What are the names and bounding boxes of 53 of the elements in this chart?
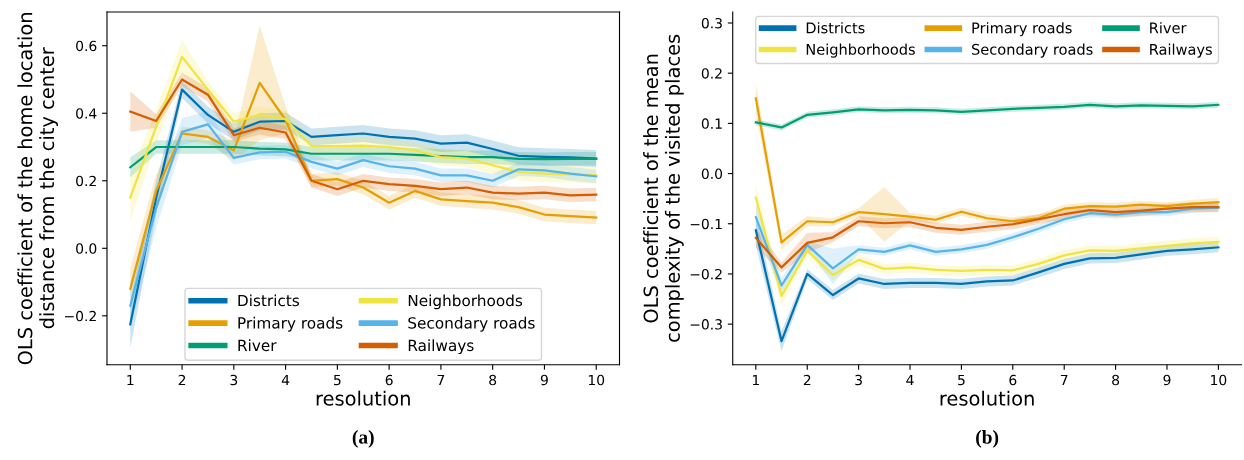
x-tick-label: 6 <box>1009 374 1017 386</box>
x-tick-label: 5 <box>334 374 341 386</box>
y-axis-title: OLS coefficient of the mean complexity of the visited places <box>643 34 684 342</box>
x-axis-title: resolution <box>940 390 1034 406</box>
legend-label: Neighborhoods <box>408 294 523 310</box>
x-tick-label: 9 <box>540 374 548 386</box>
x-tick-label: 9 <box>1163 374 1171 386</box>
legend-label: Secondary roads <box>408 316 535 332</box>
y-tick-label: −0.2 <box>65 310 96 322</box>
y-axis-title: OLS coefficient of the home location distance from the city center <box>17 13 58 365</box>
x-tick-label: 8 <box>1112 374 1120 386</box>
y-tick-label: −0.2 <box>690 268 722 280</box>
y-tick-label: 0.0 <box>701 168 723 180</box>
legend-label: Primary roads <box>238 316 343 332</box>
legend-label: Secondary roads <box>972 43 1093 58</box>
x-tick-label: 10 <box>588 374 605 386</box>
legend-label: Railways <box>408 339 474 355</box>
x-tick-label: 8 <box>489 374 497 386</box>
x-tick-label: 10 <box>1211 374 1227 386</box>
legend-label: Railways <box>1150 43 1212 58</box>
y-tick-label: −0.3 <box>690 319 722 330</box>
legend-label: River <box>238 339 277 352</box>
y-tick-label: 0.3 <box>701 17 722 29</box>
y-tick-label: 0.6 <box>76 40 97 52</box>
x-tick-label: 1 <box>127 374 134 386</box>
text: (a) <box>352 430 374 448</box>
line-series <box>754 229 1220 343</box>
y-tick-label: 0.4 <box>76 108 97 119</box>
legend-label: Neighborhoods <box>806 43 915 58</box>
x-tick-label: 2 <box>178 374 186 386</box>
x-tick-label: 3 <box>855 374 862 386</box>
legend-label: Districts <box>806 22 865 34</box>
legend-label: Districts <box>238 294 300 307</box>
y-tick-label: 0.2 <box>701 68 722 79</box>
legend-label: River <box>1150 22 1187 34</box>
x-tick-label: 6 <box>385 374 393 386</box>
text: (b) <box>976 430 999 448</box>
x-tick-label: 2 <box>803 374 811 386</box>
y-tick-label: 0.0 <box>76 243 97 254</box>
x-axis-title: resolution <box>316 390 410 406</box>
x-tick-label: 5 <box>958 374 965 386</box>
y-tick-label: 0.2 <box>76 175 96 187</box>
x-tick-label: 7 <box>1060 374 1068 386</box>
y-tick-label: 0.1 <box>701 118 722 129</box>
x-tick-label: 3 <box>230 374 238 386</box>
x-tick-label: 1 <box>752 374 759 386</box>
line-series <box>129 81 598 290</box>
x-tick-label: 4 <box>906 374 914 386</box>
y-tick-label: −0.1 <box>690 218 722 230</box>
x-tick-label: 4 <box>281 374 290 386</box>
x-tick-label: 7 <box>437 374 445 386</box>
line-series <box>129 145 598 169</box>
legend-label: Primary roads <box>972 22 1072 37</box>
